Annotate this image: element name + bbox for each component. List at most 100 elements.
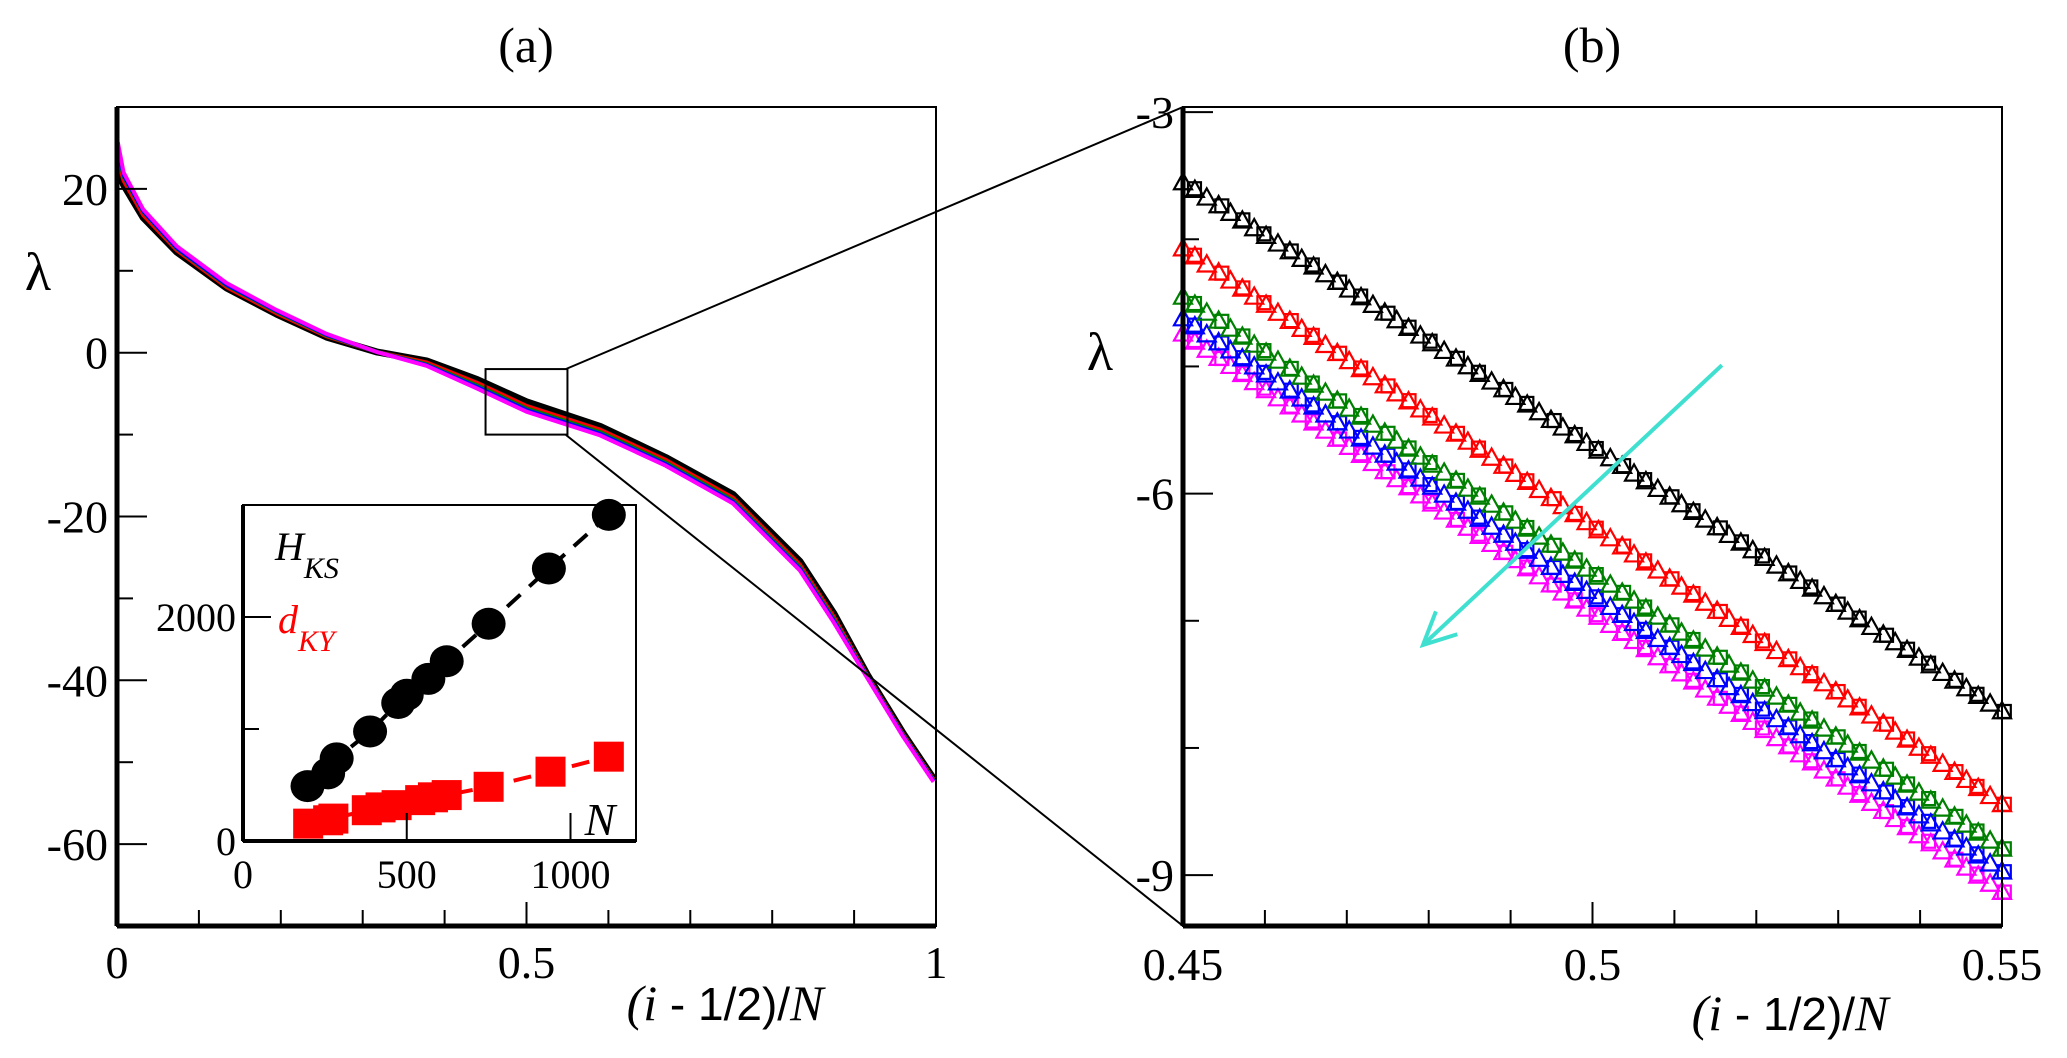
hks-point xyxy=(319,742,354,775)
panel-b-title: (b) xyxy=(1563,17,1621,73)
square-marker xyxy=(1996,703,2012,720)
triangle-marker xyxy=(1836,687,1859,708)
square-marker xyxy=(1283,313,1299,329)
square-marker xyxy=(1449,472,1466,489)
panel-a-xlabel: (i - 1/2)/N xyxy=(627,975,826,1031)
triangle-marker xyxy=(1563,589,1586,609)
triangle-marker xyxy=(1480,515,1503,535)
square-marker xyxy=(1567,552,1583,568)
square-marker xyxy=(1422,333,1438,349)
triangle-marker xyxy=(1765,707,1788,728)
dky-point xyxy=(318,803,349,834)
triangle-marker xyxy=(1718,653,1740,673)
square-marker xyxy=(1969,686,1985,702)
square-marker xyxy=(1588,440,1604,457)
triangle-marker xyxy=(1884,720,1907,740)
triangle-marker xyxy=(1528,547,1550,567)
x-tick-label: 1 xyxy=(925,937,948,988)
triangle-marker xyxy=(1184,314,1206,335)
square-marker xyxy=(1519,559,1535,575)
square-marker xyxy=(1899,818,1916,835)
square-marker xyxy=(1256,226,1272,242)
square-marker xyxy=(1498,381,1514,398)
series-n2 xyxy=(1172,236,2013,813)
x-tick-label: 0.5 xyxy=(1564,939,1622,990)
triangle-marker xyxy=(1979,829,2001,849)
triangle-marker xyxy=(1362,365,1384,386)
square-marker xyxy=(1685,503,1701,519)
triangle-marker xyxy=(1528,525,1550,545)
triangle-marker xyxy=(1979,852,2001,872)
triangle-marker xyxy=(1433,483,1455,503)
triangle-marker xyxy=(1219,317,1242,337)
square-marker xyxy=(1899,776,1916,792)
y-tick-label: -20 xyxy=(47,492,108,543)
square-marker xyxy=(1685,585,1701,602)
square-marker xyxy=(1782,738,1798,754)
square-marker xyxy=(1498,458,1514,474)
triangle-marker xyxy=(1433,414,1455,434)
connector-bottom xyxy=(565,434,1184,927)
y-tick-label: -3 xyxy=(1136,87,1174,138)
triangle-marker xyxy=(1528,478,1550,499)
hks-point xyxy=(429,645,464,678)
triangle-marker xyxy=(1730,615,1752,636)
y-tick-label: -40 xyxy=(47,655,108,706)
triangle-marker xyxy=(1599,573,1622,593)
inset-y-tick-label: 2000 xyxy=(156,595,236,640)
square-marker xyxy=(1733,705,1749,721)
square-marker xyxy=(1401,440,1417,456)
triangle-marker xyxy=(1563,549,1586,569)
triangle-marker xyxy=(1563,423,1586,444)
square-marker xyxy=(1498,505,1514,521)
triangle-marker xyxy=(1694,508,1717,528)
square-marker xyxy=(1304,257,1320,273)
square-marker xyxy=(1256,364,1272,380)
square-marker xyxy=(1235,328,1251,344)
square-marker xyxy=(1588,520,1604,536)
triangle-marker xyxy=(1730,683,1752,704)
triangle-marker xyxy=(1504,548,1527,569)
triangle-marker xyxy=(1836,733,1859,753)
triangle-marker xyxy=(1516,556,1539,577)
square-marker xyxy=(1948,851,1964,867)
square-marker xyxy=(1733,664,1749,680)
triangle-marker xyxy=(1231,209,1254,229)
triangle-marker xyxy=(1433,461,1455,481)
triangle-marker xyxy=(1813,717,1835,737)
legend-hks: HKS xyxy=(274,524,339,585)
square-marker xyxy=(1422,477,1438,493)
triangle-marker xyxy=(1504,385,1527,406)
triangle-marker xyxy=(1931,839,1954,860)
triangle-marker xyxy=(1860,704,1883,724)
triangle-marker xyxy=(1931,661,1954,682)
triangle-marker xyxy=(1504,509,1527,529)
triangle-marker xyxy=(1896,815,1918,836)
triangle-marker xyxy=(1682,583,1705,603)
triangle-marker xyxy=(1338,349,1361,370)
square-marker xyxy=(1754,701,1771,717)
triangle-marker xyxy=(1813,759,1835,779)
triangle-marker xyxy=(1884,630,1907,651)
square-marker xyxy=(1996,841,2012,857)
arrow-head xyxy=(1419,610,1458,649)
square-marker xyxy=(1470,509,1487,525)
dky-point xyxy=(593,741,624,772)
triangle-marker xyxy=(1718,675,1740,696)
triangle-marker xyxy=(1931,752,1954,772)
square-marker xyxy=(1899,731,1916,747)
triangle-marker xyxy=(1504,462,1527,482)
square-marker xyxy=(1449,425,1466,441)
panel-b: (b) 0.45 0.5 0.55 -3 -6 -9 λ (i - 1/2)/N xyxy=(1087,17,2042,1041)
square-marker xyxy=(1803,753,1819,769)
y-tick-label: -6 xyxy=(1136,469,1174,520)
square-marker xyxy=(1519,395,1535,412)
triangle-marker xyxy=(1350,357,1372,378)
square-marker xyxy=(1235,212,1251,228)
square-marker xyxy=(1332,431,1348,447)
square-marker xyxy=(1353,288,1369,304)
inset-ticks: 0 500 1000 0 2000 xyxy=(156,504,611,897)
square-marker xyxy=(1754,633,1771,649)
square-marker xyxy=(1851,766,1867,782)
triangle-marker xyxy=(1884,787,1907,808)
